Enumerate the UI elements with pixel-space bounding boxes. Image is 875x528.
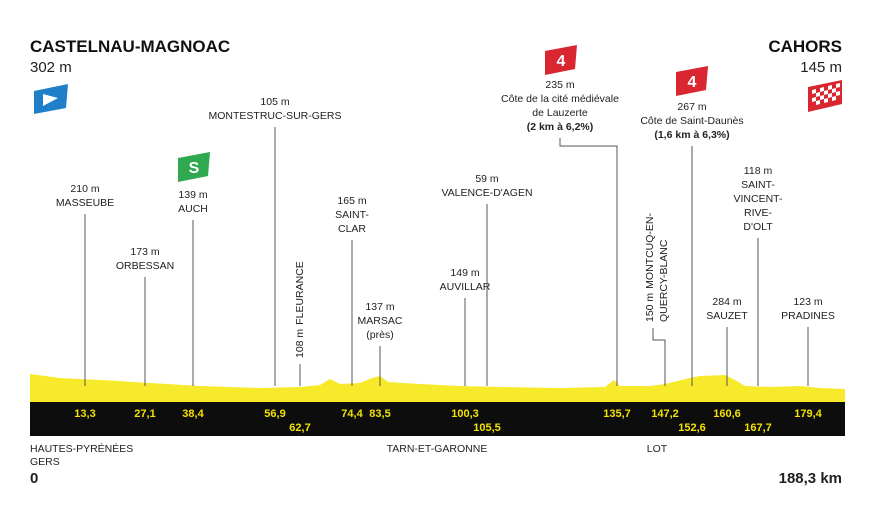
waypoint-altitude: 267 m bbox=[677, 101, 706, 113]
region-label: HAUTES-PYRÉNÉES bbox=[30, 442, 133, 455]
badge-label: 4 bbox=[557, 53, 566, 70]
start-km: 0 bbox=[30, 470, 38, 487]
km-marker: 56,9 bbox=[264, 408, 285, 420]
waypoint-name: AUVILLAR bbox=[440, 281, 491, 293]
waypoint-name: CLAR bbox=[338, 223, 366, 235]
km-marker: 13,3 bbox=[74, 408, 95, 420]
finish-flag bbox=[808, 80, 842, 112]
waypoint-name: VINCENT- bbox=[733, 193, 783, 205]
waypoint-altitude: 173 m bbox=[130, 246, 159, 258]
waypoint-name: SAINT- bbox=[335, 209, 369, 221]
start-altitude: 302 m bbox=[30, 59, 72, 76]
waypoint-label: 108 m FLEURANCE bbox=[294, 261, 306, 358]
profile-area bbox=[30, 374, 845, 402]
waypoint-altitude: 108 m bbox=[294, 329, 306, 358]
waypoint-detail: (2 km à 6,2%) bbox=[527, 121, 594, 133]
region-label: GERS bbox=[30, 456, 60, 468]
waypoint-name: Côte de Saint-Daunès bbox=[640, 115, 743, 127]
waypoint-altitude: 149 m bbox=[450, 267, 479, 279]
waypoint-altitude: 284 m bbox=[712, 296, 741, 308]
waypoint-name: MASSEUBE bbox=[56, 197, 114, 209]
km-marker: 100,3 bbox=[451, 408, 479, 420]
waypoint-name: RIVE- bbox=[744, 207, 773, 219]
badge-label: S bbox=[189, 160, 200, 177]
waypoint-altitude: 59 m bbox=[475, 173, 499, 185]
waypoint-altitude: 118 m bbox=[744, 165, 773, 177]
km-marker: 105,5 bbox=[473, 422, 501, 434]
start-flag-arrow bbox=[43, 94, 58, 106]
waypoint-name: VALENCE-D'AGEN bbox=[441, 187, 532, 199]
waypoint-name: SAINT- bbox=[741, 179, 775, 191]
waypoint-line bbox=[652, 328, 666, 386]
km-marker: 179,4 bbox=[794, 408, 822, 420]
waypoint-altitude: 137 m bbox=[365, 301, 394, 313]
waypoint-name: D'OLT bbox=[743, 221, 773, 233]
waypoint-altitude: 165 m bbox=[337, 195, 366, 207]
waypoint-detail: (1,6 km à 6,3%) bbox=[654, 129, 729, 141]
waypoint-name: MONTCUQ-EN- bbox=[644, 212, 656, 288]
km-marker: 152,6 bbox=[678, 422, 706, 434]
waypoint-name: ORBESSAN bbox=[116, 260, 174, 272]
waypoint-name: MARSAC bbox=[358, 315, 403, 327]
finish-altitude: 145 m bbox=[800, 59, 842, 76]
km-marker: 27,1 bbox=[134, 408, 155, 420]
km-band bbox=[30, 402, 845, 436]
waypoint-label: 150 m MONTCUQ-EN- QUERCY-BLANC bbox=[644, 212, 670, 322]
km-marker: 74,4 bbox=[341, 408, 363, 420]
classification-badge bbox=[545, 45, 577, 75]
region-label: TARN-ET-GARONNE bbox=[387, 443, 488, 455]
badge-label: 4 bbox=[688, 74, 697, 91]
finish-name: CAHORS bbox=[768, 37, 842, 56]
waypoint-name: FLEURANCE bbox=[294, 261, 306, 325]
finish-km: 188,3 km bbox=[779, 470, 842, 487]
waypoint-altitude: 210 m bbox=[70, 183, 99, 195]
waypoint-name: de Lauzerte bbox=[532, 107, 588, 119]
classification-badge bbox=[178, 152, 210, 182]
waypoint-name: QUERCY-BLANC bbox=[658, 239, 670, 322]
km-marker: 135,7 bbox=[603, 408, 631, 420]
waypoint-name: Côte de la cité médiévale bbox=[501, 93, 619, 105]
waypoint-altitude: 139 m bbox=[178, 189, 207, 201]
waypoint-name: AUCH bbox=[178, 203, 208, 215]
waypoint-altitude: 235 m bbox=[545, 79, 574, 91]
waypoint-name: (près) bbox=[366, 329, 393, 341]
waypoint-altitude: 150 m bbox=[644, 293, 656, 322]
start-name: CASTELNAU-MAGNOAC bbox=[30, 37, 230, 56]
waypoint-name: PRADINES bbox=[781, 310, 835, 322]
km-marker: 38,4 bbox=[182, 408, 204, 420]
waypoint-altitude: 123 m bbox=[793, 296, 822, 308]
classification-badge bbox=[676, 66, 708, 96]
km-marker: 62,7 bbox=[289, 422, 310, 434]
waypoint-altitude: 105 m bbox=[260, 96, 289, 108]
waypoint-name: MONTESTRUC-SUR-GERS bbox=[209, 110, 342, 122]
km-marker: 83,5 bbox=[369, 408, 390, 420]
km-marker: 147,2 bbox=[651, 408, 679, 420]
region-label: LOT bbox=[647, 443, 668, 455]
waypoint-name: SAUZET bbox=[706, 310, 748, 322]
km-marker: 167,7 bbox=[744, 422, 772, 434]
km-marker: 160,6 bbox=[713, 408, 741, 420]
waypoint-line bbox=[559, 138, 618, 386]
